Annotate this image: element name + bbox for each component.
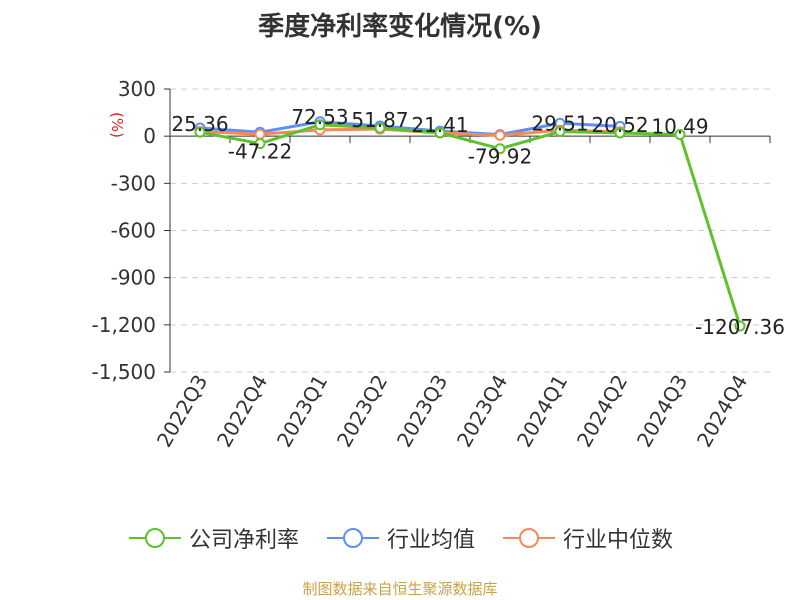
y-tick-label: -900 [111, 266, 156, 290]
x-tick-label: 2023Q4 [452, 371, 512, 452]
data-label: 25.36 [171, 112, 228, 136]
data-point [494, 143, 506, 155]
data-point [254, 128, 266, 140]
legend-label: 公司净利率 [188, 528, 299, 553]
y-tick-label: -1,500 [92, 360, 156, 384]
x-tick-label: 2023Q3 [392, 371, 452, 452]
legend-marker-icon [128, 528, 181, 548]
data-label: 10.49 [651, 115, 708, 139]
data-point [554, 126, 566, 138]
data-label: 29.51 [531, 112, 588, 136]
data-point [734, 320, 746, 332]
x-tick-label: 2023Q2 [332, 371, 392, 452]
y-tick-label: 0 [143, 124, 156, 148]
source-note: 制图数据来自恒生聚源数据库 [302, 580, 498, 598]
y-tick-label: 300 [118, 77, 156, 101]
x-tick-label: 2024Q3 [632, 371, 692, 452]
data-label: -79.92 [468, 145, 532, 169]
legend-marker-icon [503, 528, 555, 548]
x-tick-label: 2024Q4 [692, 371, 752, 452]
data-point [494, 129, 506, 141]
data-point [614, 127, 626, 139]
series-lines [194, 116, 746, 332]
data-label: 20.52 [591, 113, 648, 137]
data-label: 21.41 [411, 113, 468, 137]
legend: 公司净利率 行业均值 行业中位数 [0, 522, 800, 554]
series-line [199, 120, 621, 137]
legend-marker-icon [326, 528, 379, 548]
y-tick-label: -600 [111, 219, 156, 243]
x-tick-label: 2022Q4 [212, 371, 272, 452]
data-point [194, 126, 206, 138]
legend-item-industry-mean[interactable]: 行业均值 [325, 522, 475, 554]
legend-item-company[interactable]: 公司净利率 [127, 522, 299, 554]
data-label: 72.53 [291, 105, 348, 129]
y-axis-unit-label: (%) [108, 112, 126, 138]
data-label: -1207.36 [695, 315, 785, 339]
data-point [374, 122, 386, 134]
x-tick-label: 2024Q2 [572, 371, 632, 452]
x-tick-label: 2023Q1 [272, 371, 332, 452]
grid-lines [170, 88, 770, 373]
data-point [674, 129, 686, 141]
x-tick-label: 2022Q3 [152, 371, 212, 452]
data-labels: 25.36-47.22 72.53 51.87 21.41-79.92 29.51 20.… [171, 105, 785, 339]
y-tick-label: -1,200 [92, 313, 156, 337]
y-tick-label: -300 [111, 171, 156, 195]
data-point [434, 127, 446, 139]
legend-label: 行业中位数 [563, 528, 674, 553]
legend-item-industry-median[interactable]: 行业中位数 [501, 522, 673, 554]
x-tick-label: 2024Q1 [512, 371, 572, 452]
legend-label: 行业均值 [386, 528, 475, 553]
data-point [314, 119, 326, 131]
chart-title: 季度净利率变化情况(%) [258, 12, 542, 42]
series-line [199, 123, 742, 327]
data-label: -47.22 [228, 140, 292, 164]
data-label: 51.87 [351, 108, 408, 132]
data-point [254, 138, 266, 150]
